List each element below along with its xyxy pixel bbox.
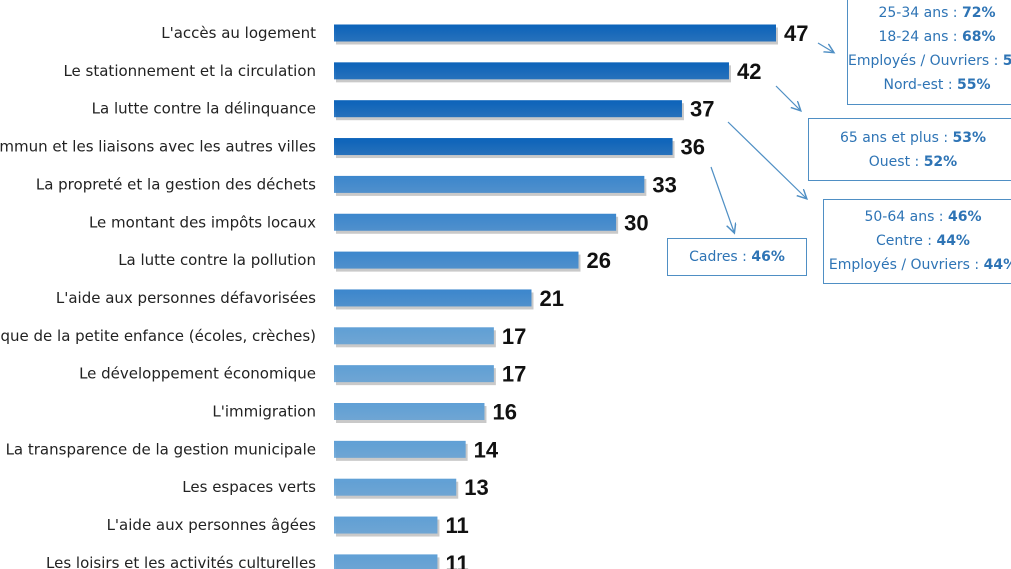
bar-2: [334, 100, 682, 118]
bar-9: [334, 365, 494, 383]
category-label: L'aide aux personnes âgées: [107, 516, 317, 534]
value-label: 16: [492, 400, 516, 425]
bar-1: [334, 62, 729, 80]
value-label: 47: [784, 21, 808, 46]
bar-11: [334, 440, 466, 458]
callout-label: Cadres :: [689, 249, 752, 265]
callout-line: 65 ans et plus : 53%: [809, 126, 1011, 150]
value-label: 42: [737, 59, 761, 84]
value-label: 37: [690, 97, 714, 122]
value-label: 13: [464, 475, 488, 500]
callout-line: Employés / Ouvriers : 59%: [848, 49, 1011, 73]
callout-value: 52%: [923, 154, 958, 170]
value-label: 30: [624, 210, 648, 235]
bar-6: [334, 251, 579, 269]
callout-value: 55%: [956, 77, 991, 93]
callout-value: 46%: [751, 249, 785, 265]
callout-arrow: [710, 166, 734, 232]
bar-12: [334, 478, 457, 496]
callout-box-transports: Cadres : 46%: [667, 238, 807, 276]
callout-value: 44%: [983, 257, 1011, 273]
value-label: 11: [445, 513, 468, 538]
category-label: La propreté et la gestion des déchets: [36, 175, 316, 193]
callout-label: Employés / Ouvriers :: [848, 53, 1003, 69]
bar-14: [334, 554, 438, 569]
value-label: 11: [445, 551, 468, 569]
callout-line: Ouest : 52%: [809, 150, 1011, 174]
callout-line: Employés / Ouvriers : 44%: [824, 253, 1011, 277]
callout-label: 25-34 ans :: [878, 5, 962, 21]
bar-5: [334, 213, 617, 231]
callout-value: 53%: [952, 130, 987, 146]
callout-line: 50-64 ans : 46%: [824, 205, 1011, 229]
category-label: La politique de la petite enfance (école…: [0, 327, 316, 345]
callout-line: Cadres : 46%: [668, 245, 806, 269]
category-label: La lutte contre la délinquance: [92, 100, 316, 118]
callout-line: Centre : 44%: [824, 229, 1011, 253]
category-label: Les transports en commun et les liaisons…: [0, 138, 316, 156]
value-label: 26: [587, 248, 611, 273]
value-label: 33: [652, 172, 676, 197]
callout-arrow: [775, 85, 800, 110]
callout-value: 46%: [947, 209, 982, 225]
callout-line: 18-24 ans : 68%: [848, 25, 1011, 49]
callout-value: 59%: [1003, 53, 1011, 69]
bar-7: [334, 289, 532, 307]
category-label: L'aide aux personnes défavorisées: [56, 289, 316, 307]
callout-box-delinquance: 50-64 ans : 46% Centre : 44% Employés / Ou…: [823, 199, 1011, 284]
category-label: Le stationnement et la circulation: [63, 62, 316, 80]
callout-value: 68%: [961, 29, 996, 45]
callout-box-acces-logement: 25-34 ans : 72% 18-24 ans : 68% Employés /…: [847, 0, 1011, 105]
callout-label: Centre :: [876, 233, 937, 249]
callout-box-stationnement: 65 ans et plus : 53% Ouest : 52%: [808, 118, 1011, 181]
callout-arrow: [817, 42, 833, 52]
value-label: 17: [502, 324, 526, 349]
callout-label: 50-64 ans :: [864, 209, 948, 225]
value-label: 14: [474, 437, 499, 462]
callout-line: Nord-est : 55%: [848, 73, 1011, 97]
category-label: Les loisirs et les activités culturelles: [46, 554, 316, 569]
callout-value: 44%: [936, 233, 970, 249]
bar-8: [334, 327, 494, 345]
category-label: La transparence de la gestion municipale: [6, 440, 316, 458]
bar-10: [334, 403, 485, 420]
category-label: L'immigration: [212, 403, 316, 421]
callout-label: Employés / Ouvriers :: [828, 257, 984, 273]
bar-0: [334, 24, 776, 42]
category-label: Le développement économique: [79, 365, 316, 383]
bar-13: [334, 516, 438, 534]
value-label: 21: [539, 286, 563, 311]
callout-label: Ouest :: [868, 154, 924, 170]
callout-label: 65 ans et plus :: [839, 130, 953, 146]
value-label: 17: [502, 362, 526, 387]
bar-4: [334, 175, 645, 193]
callout-value: 72%: [961, 5, 996, 21]
callout-label: Nord-est :: [883, 77, 957, 93]
category-label: La lutte contre la pollution: [118, 251, 316, 269]
category-label: Les espaces verts: [182, 478, 316, 496]
value-label: 36: [681, 135, 705, 160]
category-label: Le montant des impôts locaux: [89, 213, 316, 231]
callout-arrow: [727, 121, 806, 198]
category-label: L'accès au logement: [161, 24, 316, 42]
callout-label: 18-24 ans :: [878, 29, 962, 45]
bar-3: [334, 138, 673, 156]
callout-line: 25-34 ans : 72%: [848, 1, 1011, 25]
